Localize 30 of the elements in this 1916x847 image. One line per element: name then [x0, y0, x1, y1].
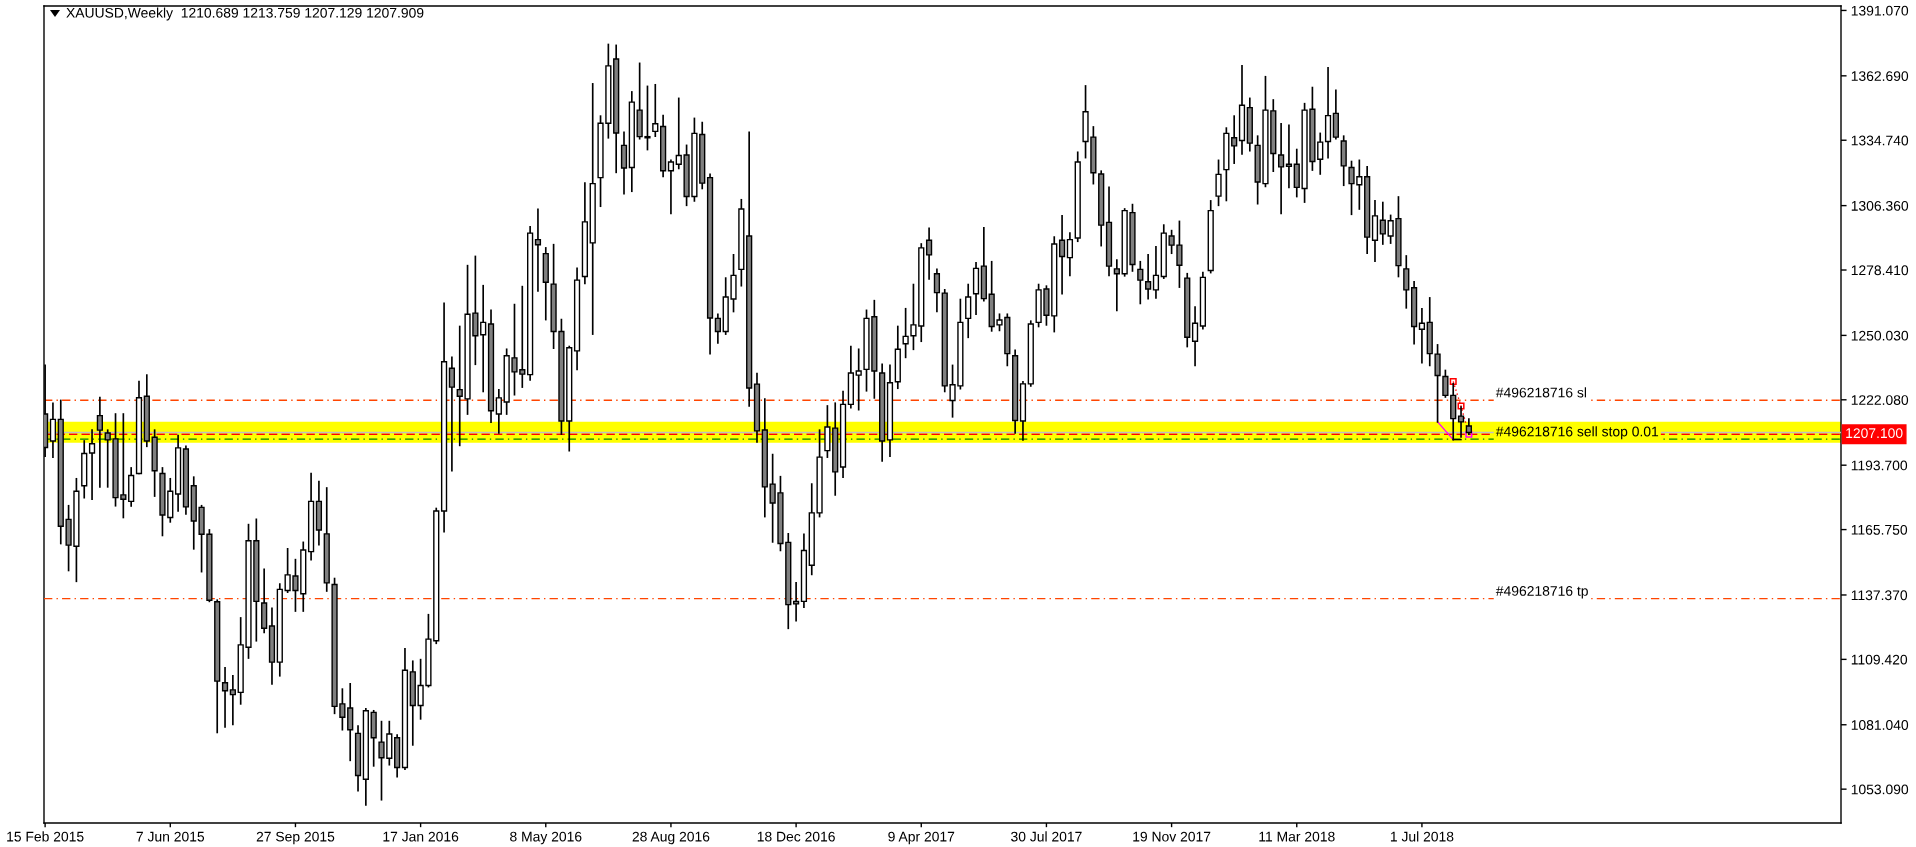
y-tick-label: 1391.070 — [1851, 5, 1909, 16]
ref-line-label: #496218716 sl — [1495, 387, 1587, 398]
x-tick-label: 8 May 2016 — [510, 831, 582, 845]
y-tick-label: 1165.750 — [1851, 524, 1908, 535]
x-tick-label: 7 Jun 2015 — [136, 831, 205, 842]
x-tick-label: 27 Sep 2015 — [256, 831, 335, 845]
x-tick-label: 1 Jul 2018 — [1390, 831, 1454, 842]
y-tick-label: 1278.410 — [1851, 265, 1909, 276]
y-tick-label: 1137.370 — [1851, 590, 1908, 601]
y-tick-label: 1081.040 — [1851, 720, 1909, 730]
x-tick-label: 17 Jan 2016 — [383, 831, 459, 842]
x-tick-label: 18 Dec 2016 — [757, 831, 835, 842]
x-tick-label: 15 Feb 2015 — [7, 831, 84, 842]
y-tick-label: 1053.090 — [1851, 784, 1909, 795]
y-tick-label: 1362.690 — [1851, 71, 1909, 81]
x-tick-label: 28 Aug 2016 — [632, 831, 710, 845]
y-tick-label: 1250.030 — [1851, 330, 1909, 341]
x-tick-label: 11 Mar 2018 — [1259, 831, 1335, 842]
chart-title: XAUUSD,Weekly 1210.689 1213.759 1207.129 1207.909 — [66, 7, 424, 21]
y-tick-label: 1109.420 — [1851, 654, 1908, 665]
x-tick-label: 9 Apr 2017 — [888, 831, 955, 845]
x-tick-label: 30 Jul 2017 — [1011, 831, 1082, 842]
x-tick-label: 19 Nov 2017 — [1133, 831, 1211, 842]
ref-line-label: #496218716 sell stop 0.01 — [1495, 426, 1659, 440]
y-tick-label: 1306.360 — [1851, 200, 1909, 211]
y-tick-label: 1193.700 — [1851, 460, 1908, 471]
y-tick-label: 1334.740 — [1851, 135, 1909, 146]
annotation: 1207.100 — [1846, 428, 1903, 439]
y-tick-label: 1222.080 — [1851, 395, 1909, 405]
ref-line-label: #496218716 tp — [1495, 586, 1588, 599]
